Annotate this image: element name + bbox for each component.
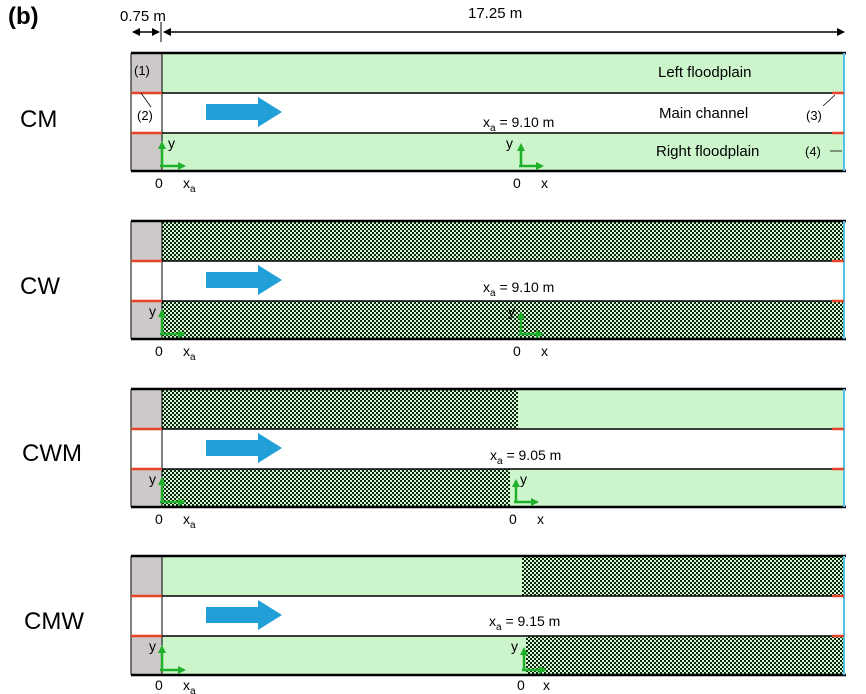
marker-3-label: (3)	[806, 108, 822, 123]
flow-direction-arrow-icon	[206, 97, 282, 127]
svg-text:y: y	[149, 471, 156, 487]
left-floodplain-label: Left floodplain	[658, 64, 751, 81]
local-axes-origin-x: y 0 x	[506, 135, 548, 191]
flow-direction-arrow-icon	[206, 600, 282, 630]
svg-text:y: y	[511, 638, 518, 654]
main-channel-label: Main channel	[659, 105, 748, 122]
left-floodplain-vegetated	[162, 221, 844, 261]
svg-text:0: 0	[513, 343, 521, 359]
xa-value-label: xa = 9.15 m	[489, 613, 560, 633]
right-floodplain-vegetated-downstream	[526, 636, 844, 675]
panel-cm: CM Left floodplain Main channel Right fl…	[20, 51, 846, 195]
xa-value-label: xa = 9.10 m	[483, 279, 554, 299]
flow-direction-arrow-icon	[206, 265, 282, 295]
svg-text:y: y	[149, 303, 156, 319]
xa-value-label: xa = 9.10 m	[483, 114, 554, 134]
right-floodplain-vegetated-upstream	[162, 469, 510, 507]
panel-label: CW	[20, 273, 60, 300]
right-floodplain	[162, 133, 844, 171]
svg-text:0: 0	[517, 677, 525, 693]
svg-text:xa: xa	[183, 511, 196, 531]
svg-text:y: y	[520, 471, 527, 487]
inlet-length-label: 0.75 m	[120, 8, 166, 25]
marker-1-label: (1)	[134, 63, 150, 78]
panel-label: CM	[20, 106, 57, 133]
left-floodplain-vegetated-upstream	[162, 389, 518, 429]
marker-2-label: (2)	[137, 108, 153, 123]
xa-value-label: xa = 9.05 m	[490, 447, 561, 467]
marker-4-label: (4)	[805, 144, 821, 159]
svg-text:0: 0	[513, 175, 521, 191]
panel-label: CMW	[24, 608, 84, 635]
local-axes-origin-x: y 0 x	[509, 471, 544, 527]
svg-text:y: y	[149, 638, 156, 654]
svg-text:xa: xa	[183, 677, 196, 694]
right-floodplain-vegetated	[162, 301, 844, 339]
svg-text:x: x	[543, 677, 550, 693]
svg-text:xa: xa	[183, 175, 196, 195]
channel-length-label: 17.25 m	[468, 5, 522, 22]
local-axes-origin-x: y 0 x	[511, 638, 550, 693]
svg-text:y: y	[168, 135, 175, 151]
right-floodplain-label: Right floodplain	[656, 143, 759, 160]
panel-cwm: CWM xa = 9.05 m y 0 xa y 0	[22, 387, 846, 531]
svg-text:x: x	[541, 343, 548, 359]
panel-cmw: CMW xa = 9.15 m y 0 xa y 0	[24, 554, 846, 694]
local-axes-origin-a: y 0 xa	[149, 638, 196, 694]
dimension-line: 0.75 m 17.25 m	[120, 5, 845, 42]
left-floodplain-vegetated-downstream	[522, 556, 844, 596]
svg-text:0: 0	[155, 343, 163, 359]
panel-cw: CW xa = 9.10 m y 0 xa y 0 x	[20, 219, 846, 363]
svg-text:x: x	[541, 175, 548, 191]
left-floodplain	[162, 53, 844, 93]
svg-text:0: 0	[155, 677, 163, 693]
local-axes-origin-a: y 0 xa	[149, 471, 196, 531]
svg-text:y: y	[508, 303, 515, 319]
svg-text:0: 0	[155, 175, 163, 191]
svg-text:x: x	[537, 511, 544, 527]
local-axes-origin-x: y 0 x	[508, 303, 548, 359]
svg-text:0: 0	[155, 511, 163, 527]
figure-label: (b)	[8, 3, 39, 30]
svg-text:0: 0	[509, 511, 517, 527]
local-axes-origin-a: y 0 xa	[155, 135, 196, 195]
local-axes-origin-a: y 0 xa	[149, 303, 196, 363]
svg-text:xa: xa	[183, 343, 196, 363]
flow-direction-arrow-icon	[206, 433, 282, 463]
panel-label: CWM	[22, 440, 82, 467]
svg-text:y: y	[506, 135, 513, 151]
